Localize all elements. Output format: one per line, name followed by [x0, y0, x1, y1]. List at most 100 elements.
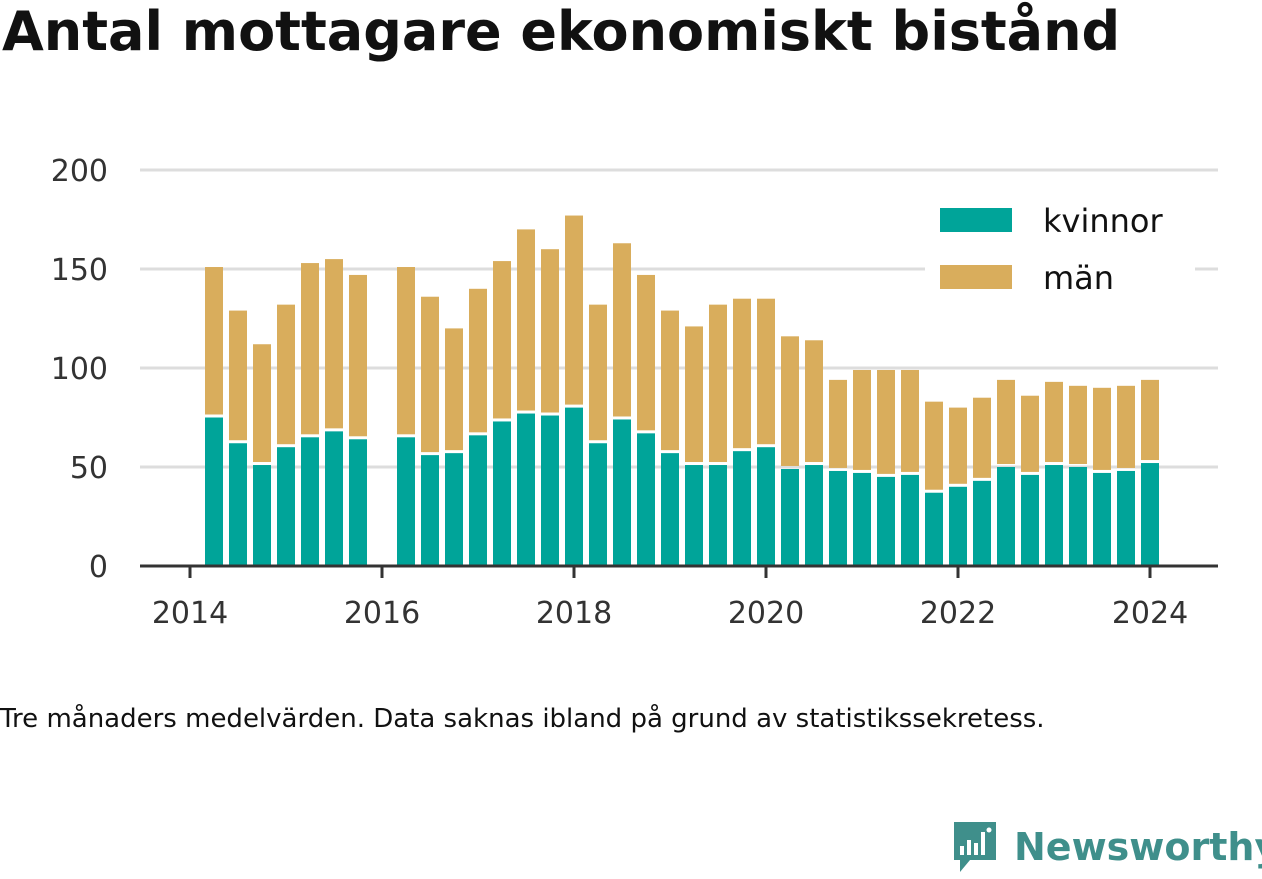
bar-kvinnor: [613, 419, 631, 566]
bar-kvinnor: [205, 417, 223, 566]
newsworthy-logo[interactable]: Newsworthy: [950, 818, 1262, 876]
bar-man: [1117, 385, 1135, 468]
bar-man: [661, 310, 679, 451]
bar-man: [1045, 381, 1063, 463]
bar-kvinnor: [877, 476, 895, 566]
bar-man: [685, 326, 703, 463]
x-tick-label: 2020: [728, 596, 804, 631]
bar-kvinnor: [685, 465, 703, 566]
bars: [205, 215, 1159, 566]
bar-man: [565, 215, 583, 405]
bar-man: [205, 267, 223, 415]
bar-man: [1093, 387, 1111, 470]
bar-man: [637, 274, 655, 431]
bar-man: [589, 304, 607, 441]
bar-kvinnor: [469, 435, 487, 566]
bar-man: [949, 407, 967, 484]
bar-kvinnor: [277, 447, 295, 566]
chart-note: Tre månaders medelvärden. Data saknas ib…: [0, 704, 1045, 734]
bar-kvinnor: [517, 413, 535, 566]
bar-kvinnor: [1021, 474, 1039, 566]
y-tick-label: 0: [89, 550, 108, 585]
y-tick-label: 50: [70, 451, 108, 486]
bar-man: [709, 304, 727, 463]
bar-kvinnor: [493, 421, 511, 566]
legend: kvinnor män: [925, 196, 1195, 306]
bar-kvinnor: [421, 455, 439, 566]
bar-man: [541, 249, 559, 413]
x-tick-label: 2024: [1112, 596, 1188, 631]
bar-kvinnor: [853, 472, 871, 566]
bar-kvinnor: [1093, 472, 1111, 566]
bar-man: [925, 401, 943, 490]
bar-man: [973, 397, 991, 478]
bar-man: [757, 298, 775, 445]
bar-kvinnor: [901, 474, 919, 566]
bar-man: [1021, 395, 1039, 472]
bar-kvinnor: [229, 443, 247, 566]
x-tick-label: 2022: [920, 596, 996, 631]
y-tick-label: 200: [51, 154, 108, 189]
x-axis: 2014 2016 2018 2020 2022 2024: [140, 564, 1218, 631]
bar-kvinnor: [949, 486, 967, 566]
bar-kvinnor: [661, 453, 679, 566]
bar-kvinnor: [445, 453, 463, 566]
bar-man: [277, 304, 295, 445]
legend-swatch: [940, 208, 1012, 232]
bar-kvinnor: [1117, 470, 1135, 566]
bar-man: [1141, 379, 1159, 461]
legend-swatch: [940, 265, 1012, 289]
legend-label: män: [1043, 259, 1114, 297]
bar-man: [469, 288, 487, 433]
stacked-bar-chart: 0 50 100 150 200 2014 2016 2018 2020 2022 2024 kv…: [51, 154, 1218, 631]
y-axis-ticks: 0 50 100 150 200: [51, 154, 108, 585]
bar-man: [877, 369, 895, 474]
bar-kvinnor: [349, 439, 367, 566]
bar-kvinnor: [325, 431, 343, 566]
bar-man: [853, 369, 871, 470]
bar-man: [613, 243, 631, 417]
bar-kvinnor: [1069, 467, 1087, 566]
bar-man: [325, 259, 343, 429]
bar-man: [445, 328, 463, 451]
bar-man: [301, 263, 319, 435]
bar-kvinnor: [757, 447, 775, 566]
bar-kvinnor: [997, 467, 1015, 566]
bar-kvinnor: [301, 437, 319, 566]
bar-man: [253, 344, 271, 463]
x-tick-label: 2014: [152, 596, 228, 631]
x-tick-label: 2018: [536, 596, 612, 631]
bar-kvinnor: [1045, 465, 1063, 566]
bar-kvinnor: [973, 480, 991, 566]
bar-man: [397, 267, 415, 435]
bar-kvinnor: [253, 465, 271, 566]
bar-man: [829, 379, 847, 468]
bar-man: [1069, 385, 1087, 464]
bar-kvinnor: [541, 415, 559, 566]
bar-kvinnor: [589, 443, 607, 566]
bar-kvinnor: [805, 465, 823, 566]
bar-man: [493, 261, 511, 419]
bar-kvinnor: [709, 465, 727, 566]
bar-man: [781, 336, 799, 466]
bar-kvinnor: [781, 468, 799, 566]
bar-man: [349, 274, 367, 437]
bar-kvinnor: [397, 437, 415, 566]
bar-man: [421, 296, 439, 453]
bar-man: [805, 340, 823, 463]
y-tick-label: 100: [51, 352, 108, 387]
bar-man: [733, 298, 751, 449]
bar-kvinnor: [1141, 463, 1159, 566]
bar-kvinnor: [637, 433, 655, 566]
brand-name: Newsworthy: [1014, 825, 1262, 869]
bar-kvinnor: [829, 470, 847, 566]
bar-kvinnor: [925, 492, 943, 566]
bar-man: [997, 379, 1015, 464]
x-tick-label: 2016: [344, 596, 420, 631]
bar-man: [517, 229, 535, 411]
bar-man: [901, 369, 919, 472]
bar-kvinnor: [733, 451, 751, 566]
chart-title: Antal mottagare ekonomiskt bistånd: [2, 0, 1121, 63]
newsworthy-icon: [954, 822, 996, 872]
bar-man: [229, 310, 247, 441]
